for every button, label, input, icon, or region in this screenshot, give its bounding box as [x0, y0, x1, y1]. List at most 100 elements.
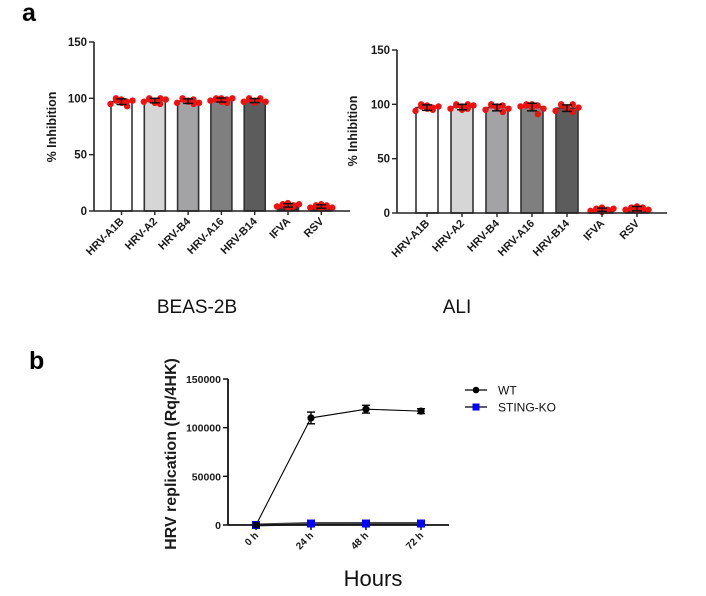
bar-group [107, 95, 136, 212]
data-point [129, 97, 136, 104]
series-wt [255, 404, 425, 526]
legend-label: STING-KO [498, 401, 556, 415]
data-point [329, 204, 336, 211]
data-point [123, 98, 130, 105]
bar-chart-ali: % InhibitionHRV-A1BHRV-A2HRV-B4HRV-A16HR… [346, 45, 667, 260]
bar-group [447, 101, 477, 214]
x-tick-label: 72 h [404, 530, 426, 552]
bar-group [412, 101, 442, 214]
marker-square [417, 519, 425, 528]
bar-group [140, 95, 169, 212]
bar-group [552, 101, 582, 214]
y-axis-title: HRV replication (Rq/4HK) [163, 358, 180, 550]
marker-circle [307, 414, 315, 422]
data-point [575, 104, 582, 111]
y-tick-label: 150000 [186, 374, 221, 386]
data-point [499, 102, 506, 109]
data-point [146, 95, 153, 102]
data-point [295, 201, 303, 208]
data-point [447, 105, 454, 112]
data-point [262, 98, 269, 105]
bar [143, 99, 167, 212]
legend-label: WT [498, 384, 517, 398]
bar-group [273, 199, 303, 212]
data-point [162, 96, 169, 103]
bar [110, 100, 133, 212]
data-point [470, 102, 477, 109]
bar [210, 99, 233, 212]
data-point [112, 95, 120, 102]
legend-item-wt: WT [465, 384, 517, 398]
x-tick-label: HRV-A2 [123, 216, 160, 253]
chart-title-ali: ALI [443, 297, 472, 318]
y-tick-label: 50 [377, 154, 390, 166]
legend-square-icon [472, 403, 480, 411]
y-tick-label: 100000 [186, 423, 221, 435]
data-point [195, 99, 203, 107]
x-tick-label: HRV-B14 [219, 215, 261, 257]
x-axis-title-hours: Hours [344, 566, 403, 591]
x-tick-label: HRV-B14 [531, 217, 573, 259]
data-point [418, 101, 425, 108]
y-tick-label: 50 [74, 150, 87, 162]
marker-square [362, 519, 370, 528]
x-tick-label: HRV-A1B [390, 218, 433, 261]
bar [520, 106, 544, 214]
data-point [482, 106, 489, 113]
y-tick-label: 50000 [192, 471, 221, 483]
data-point [517, 103, 524, 110]
y-tick-label: 0 [215, 520, 221, 532]
x-tick-label: IFVA [581, 218, 607, 244]
data-point [499, 108, 506, 116]
data-point [412, 107, 419, 115]
x-tick-label: RSV [302, 215, 327, 240]
data-point [435, 103, 442, 110]
data-point [464, 105, 471, 112]
chart-title-beas-2b: BEAS-2B [157, 297, 237, 318]
y-tick-label: 100 [68, 93, 87, 105]
data-point [256, 96, 264, 103]
data-point [140, 98, 147, 105]
bar [415, 106, 439, 214]
data-point [229, 95, 236, 102]
data-point [207, 97, 214, 104]
x-tick-label: HRV-A1B [84, 216, 127, 259]
data-point [156, 100, 164, 108]
panel-b-label: b [29, 347, 44, 375]
y-axis-title: % Inhibition [45, 92, 59, 163]
data-point [179, 95, 186, 102]
marker-circle [362, 405, 370, 413]
bar [555, 107, 579, 214]
x-tick-label: IFVA [267, 216, 293, 242]
series-line [255, 408, 422, 526]
marker-square [307, 519, 315, 528]
bar-chart-beas-2b: % InhibitionHRV-A1BHRV-A2HRV-B4HRV-A16HR… [45, 37, 350, 258]
marker-circle [417, 407, 425, 415]
data-point [569, 101, 576, 108]
panel-a-label: a [22, 0, 37, 27]
y-tick-label: 0 [81, 206, 87, 218]
y-tick-label: 150 [371, 45, 390, 57]
bar-group [307, 201, 336, 212]
data-point [610, 205, 617, 212]
x-tick-label: RSV [618, 217, 643, 242]
data-point [488, 101, 495, 108]
x-tick-label: HRV-A16 [496, 218, 537, 259]
bar-group [240, 95, 269, 212]
data-point [453, 101, 460, 108]
data-point [245, 95, 253, 102]
x-tick-label: 24 h [294, 530, 316, 552]
data-point [240, 98, 247, 105]
legend-circle-icon [472, 386, 480, 394]
data-point [173, 99, 181, 107]
data-point [157, 95, 164, 102]
bar-group [622, 203, 652, 215]
legend: WT STING-KO [465, 384, 556, 415]
data-point [323, 202, 330, 209]
bar [450, 106, 474, 214]
y-tick-label: 0 [384, 208, 390, 220]
data-point [107, 100, 114, 108]
data-point [429, 104, 436, 111]
data-point [534, 110, 541, 118]
data-point [645, 206, 652, 213]
